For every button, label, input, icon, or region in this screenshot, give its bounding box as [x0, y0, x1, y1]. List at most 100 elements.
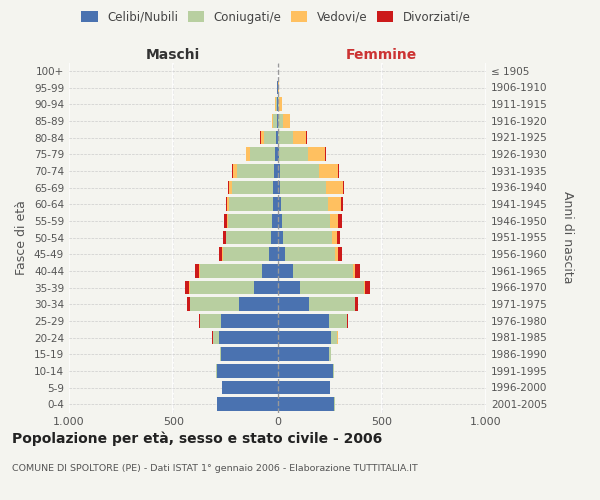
Bar — [276, 98, 277, 111]
Bar — [279, 148, 308, 161]
Bar — [220, 248, 223, 261]
Bar — [272, 114, 274, 128]
Bar — [233, 164, 237, 177]
Bar — [309, 298, 355, 311]
Bar — [277, 398, 334, 411]
Bar — [275, 148, 277, 161]
Bar — [325, 148, 326, 161]
Bar — [365, 280, 370, 294]
Bar — [277, 230, 283, 244]
Bar — [246, 148, 250, 161]
Bar — [343, 180, 344, 194]
Bar — [213, 330, 219, 344]
Bar — [250, 148, 275, 161]
Bar — [226, 198, 227, 211]
Bar — [332, 230, 337, 244]
Bar — [281, 214, 330, 228]
Bar — [277, 314, 329, 328]
Bar — [283, 230, 332, 244]
Bar — [217, 364, 277, 378]
Bar — [222, 380, 277, 394]
Bar — [277, 164, 280, 177]
Bar — [226, 230, 271, 244]
Bar — [273, 180, 277, 194]
Bar — [278, 130, 293, 144]
Bar — [278, 114, 283, 128]
Bar — [341, 198, 343, 211]
Bar — [264, 130, 277, 144]
Bar — [187, 298, 190, 311]
Bar — [300, 280, 364, 294]
Bar — [271, 230, 277, 244]
Bar — [338, 214, 341, 228]
Bar — [277, 98, 279, 111]
Bar — [227, 198, 229, 211]
Bar — [227, 214, 228, 228]
Bar — [190, 280, 254, 294]
Bar — [280, 180, 326, 194]
Bar — [219, 330, 277, 344]
Bar — [338, 248, 342, 261]
Bar — [237, 164, 274, 177]
Bar — [195, 264, 199, 278]
Text: Popolazione per età, sesso e stato civile - 2006: Popolazione per età, sesso e stato civil… — [12, 431, 382, 446]
Bar — [221, 314, 277, 328]
Bar — [277, 248, 286, 261]
Bar — [269, 248, 277, 261]
Bar — [286, 248, 335, 261]
Bar — [355, 264, 360, 278]
Bar — [239, 298, 277, 311]
Bar — [328, 198, 341, 211]
Bar — [283, 114, 290, 128]
Bar — [335, 248, 338, 261]
Bar — [228, 180, 229, 194]
Bar — [200, 314, 221, 328]
Bar — [329, 314, 347, 328]
Bar — [261, 130, 264, 144]
Bar — [229, 180, 232, 194]
Bar — [229, 198, 273, 211]
Bar — [308, 148, 325, 161]
Bar — [274, 114, 277, 128]
Bar — [190, 298, 239, 311]
Bar — [277, 214, 281, 228]
Bar — [277, 148, 279, 161]
Bar — [293, 130, 306, 144]
Bar — [329, 348, 331, 361]
Bar — [254, 280, 277, 294]
Bar — [232, 180, 273, 194]
Bar — [277, 198, 281, 211]
Bar — [279, 98, 282, 111]
Text: Femmine: Femmine — [346, 48, 418, 62]
Bar — [275, 98, 276, 111]
Bar — [224, 214, 227, 228]
Bar — [326, 180, 343, 194]
Bar — [293, 264, 353, 278]
Bar — [189, 280, 190, 294]
Y-axis label: Anni di nascita: Anni di nascita — [562, 191, 575, 284]
Bar — [353, 264, 355, 278]
Bar — [364, 280, 365, 294]
Bar — [199, 264, 200, 278]
Bar — [277, 280, 300, 294]
Bar — [200, 264, 262, 278]
Bar — [338, 164, 339, 177]
Text: Maschi: Maschi — [146, 48, 200, 62]
Legend: Celibi/Nubili, Coniugati/e, Vedovi/e, Divorziati/e: Celibi/Nubili, Coniugati/e, Vedovi/e, Di… — [76, 6, 476, 28]
Bar — [280, 164, 319, 177]
Bar — [232, 164, 233, 177]
Bar — [277, 130, 278, 144]
Bar — [223, 230, 226, 244]
Bar — [331, 330, 337, 344]
Bar — [281, 198, 328, 211]
Bar — [273, 198, 277, 211]
Bar — [277, 330, 331, 344]
Bar — [223, 248, 269, 261]
Bar — [277, 264, 293, 278]
Y-axis label: Fasce di età: Fasce di età — [16, 200, 28, 275]
Bar — [272, 214, 277, 228]
Bar — [220, 348, 221, 361]
Bar — [217, 398, 277, 411]
Bar — [274, 164, 277, 177]
Bar — [330, 214, 338, 228]
